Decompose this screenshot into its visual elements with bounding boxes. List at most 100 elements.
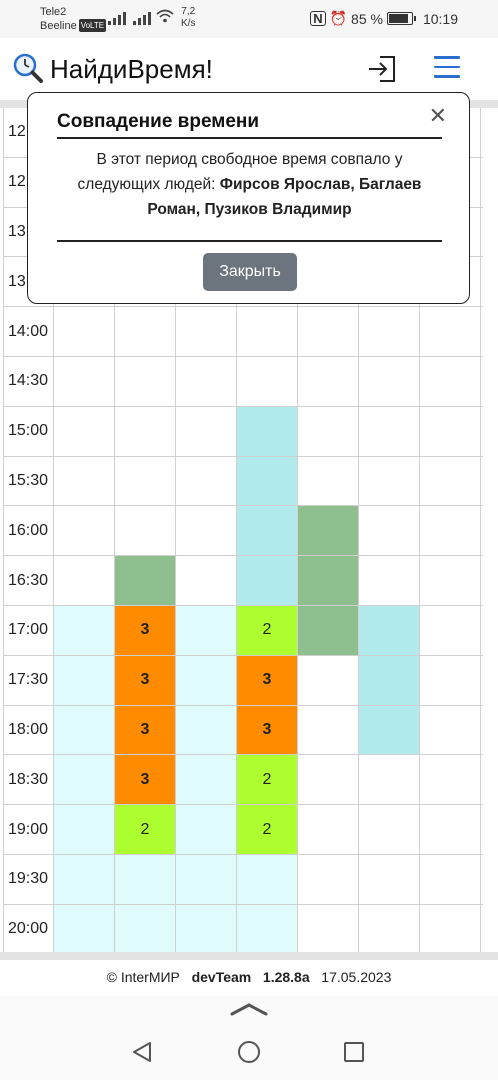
slot-cell[interactable]: 2 <box>115 805 176 854</box>
slot-cell[interactable] <box>176 356 237 406</box>
slot-cell[interactable] <box>54 904 115 954</box>
slot-cell[interactable] <box>298 904 359 954</box>
slot-cell[interactable] <box>54 605 115 655</box>
slot-cell[interactable] <box>237 406 298 456</box>
slot-cell[interactable]: 3 <box>237 655 298 705</box>
slot-cell[interactable] <box>420 456 481 506</box>
slot-cell[interactable]: 2 <box>237 605 298 655</box>
slot-cell[interactable]: 3 <box>115 705 176 755</box>
chevron-up-icon[interactable] <box>229 1000 269 1018</box>
slot-cell[interactable] <box>359 605 420 655</box>
slot-cell[interactable] <box>237 904 298 954</box>
slot-cell[interactable] <box>359 854 420 904</box>
slot-cell[interactable] <box>237 307 298 356</box>
slot-cell[interactable] <box>237 506 298 556</box>
slot-cell[interactable] <box>298 556 359 605</box>
slot-cell[interactable] <box>298 755 359 805</box>
slot-cell[interactable] <box>298 406 359 456</box>
slot-cell[interactable] <box>54 506 115 556</box>
slot-cell[interactable] <box>420 356 481 406</box>
close-icon[interactable]: ✕ <box>428 103 447 128</box>
slot-cell[interactable]: 2 <box>237 755 298 805</box>
slot-cell[interactable] <box>176 854 237 904</box>
slot-cell[interactable] <box>54 307 115 356</box>
slot-cell[interactable] <box>420 854 481 904</box>
slot-cell[interactable] <box>54 655 115 705</box>
slot-cell[interactable] <box>359 755 420 805</box>
slot-cell[interactable] <box>115 456 176 506</box>
slot-cell[interactable] <box>298 356 359 406</box>
slot-cell[interactable] <box>420 406 481 456</box>
slot-cell[interactable] <box>176 506 237 556</box>
slot-cell[interactable] <box>115 854 176 904</box>
slot-cell[interactable] <box>176 556 237 605</box>
slot-cell[interactable]: 2 <box>237 805 298 854</box>
slot-cell[interactable] <box>54 456 115 506</box>
slot-cell[interactable] <box>54 854 115 904</box>
slot-cell[interactable] <box>420 506 481 556</box>
slot-cell[interactable] <box>237 556 298 605</box>
slot-cell[interactable] <box>54 755 115 805</box>
slot-cell[interactable] <box>359 556 420 605</box>
slot-cell[interactable] <box>420 805 481 854</box>
slot-cell[interactable] <box>420 556 481 605</box>
recents-icon[interactable] <box>343 1041 365 1063</box>
slot-cell[interactable] <box>176 904 237 954</box>
slot-cell[interactable] <box>176 307 237 356</box>
slot-cell[interactable] <box>54 406 115 456</box>
slot-cell[interactable] <box>54 705 115 755</box>
slot-cell[interactable] <box>420 207 481 257</box>
slot-cell[interactable] <box>115 506 176 556</box>
slot-cell[interactable] <box>420 655 481 705</box>
slot-cell[interactable] <box>359 307 420 356</box>
slot-cell[interactable] <box>359 506 420 556</box>
slot-cell[interactable] <box>420 157 481 207</box>
slot-cell[interactable] <box>359 705 420 755</box>
slot-cell[interactable] <box>54 356 115 406</box>
slot-cell[interactable] <box>176 406 237 456</box>
slot-cell[interactable] <box>359 655 420 705</box>
slot-cell[interactable]: 3 <box>115 605 176 655</box>
slot-cell[interactable]: 3 <box>115 655 176 705</box>
slot-cell[interactable] <box>420 108 481 157</box>
slot-cell[interactable] <box>237 854 298 904</box>
slot-cell[interactable] <box>359 456 420 506</box>
slot-cell[interactable] <box>359 904 420 954</box>
slot-cell[interactable] <box>115 904 176 954</box>
slot-cell[interactable] <box>54 805 115 854</box>
slot-cell[interactable] <box>115 406 176 456</box>
slot-cell[interactable] <box>176 705 237 755</box>
slot-cell[interactable] <box>298 655 359 705</box>
slot-cell[interactable] <box>298 705 359 755</box>
slot-cell[interactable] <box>298 854 359 904</box>
home-icon[interactable] <box>237 1040 261 1064</box>
slot-cell[interactable]: 3 <box>237 705 298 755</box>
slot-cell[interactable] <box>115 556 176 605</box>
slot-cell[interactable] <box>298 307 359 356</box>
login-icon[interactable] <box>366 54 398 84</box>
slot-cell[interactable] <box>176 456 237 506</box>
slot-cell[interactable] <box>237 356 298 406</box>
slot-cell[interactable] <box>420 904 481 954</box>
hamburger-menu-icon[interactable] <box>434 56 460 80</box>
slot-cell[interactable] <box>298 506 359 556</box>
slot-cell[interactable] <box>420 755 481 805</box>
close-button[interactable]: Закрыть <box>203 253 297 291</box>
slot-cell[interactable]: 3 <box>115 755 176 805</box>
slot-cell[interactable] <box>420 605 481 655</box>
slot-cell[interactable] <box>359 406 420 456</box>
slot-cell[interactable] <box>115 307 176 356</box>
slot-cell[interactable] <box>54 556 115 605</box>
slot-cell[interactable] <box>298 805 359 854</box>
slot-cell[interactable] <box>115 356 176 406</box>
slot-cell[interactable] <box>176 655 237 705</box>
slot-cell[interactable] <box>176 755 237 805</box>
slot-cell[interactable] <box>420 307 481 356</box>
slot-cell[interactable] <box>298 456 359 506</box>
slot-cell[interactable] <box>359 805 420 854</box>
slot-cell[interactable] <box>359 356 420 406</box>
slot-cell[interactable] <box>176 605 237 655</box>
slot-cell[interactable] <box>298 605 359 655</box>
slot-cell[interactable] <box>420 257 481 307</box>
slot-cell[interactable] <box>176 805 237 854</box>
